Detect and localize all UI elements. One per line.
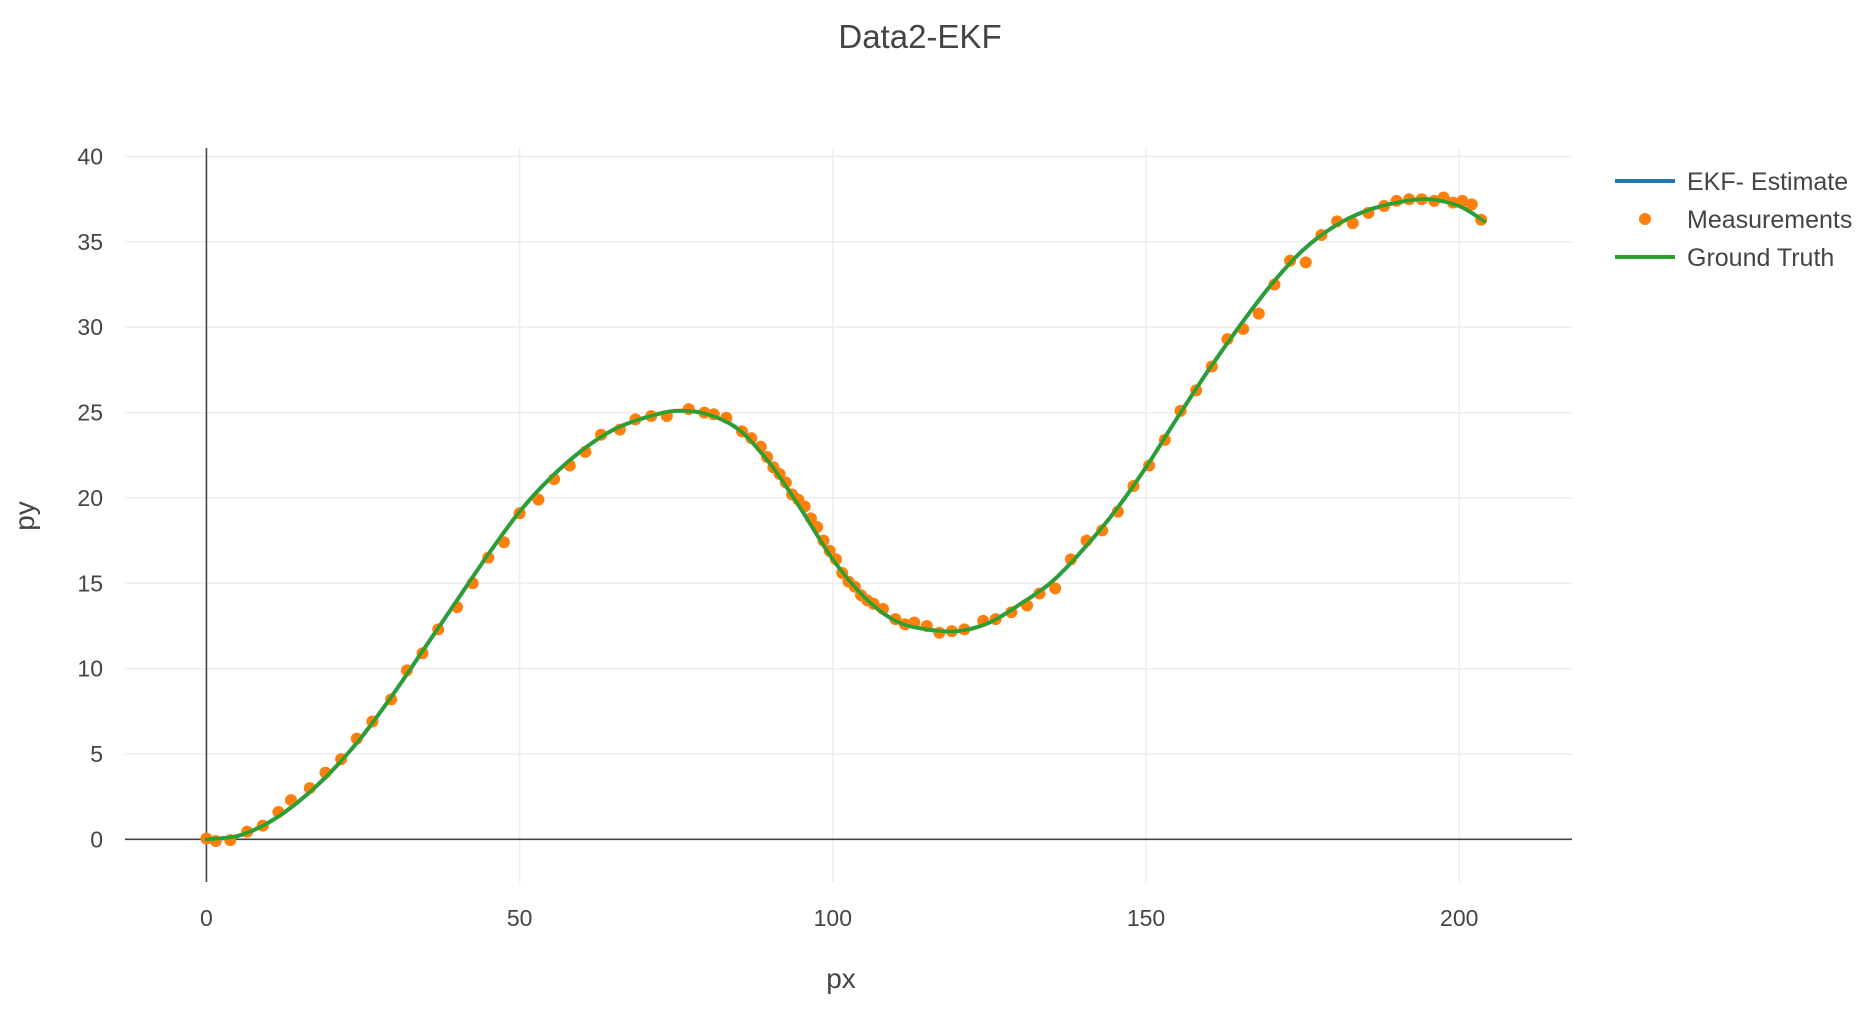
legend-item-measurements[interactable]: Measurements: [1639, 206, 1852, 234]
y-axis-ticks: 0 5 10 15 20 25 30 35 40: [77, 144, 103, 853]
legend: EKF- Estimate Measurements Ground Truth: [1615, 168, 1852, 272]
legend-label: Measurements: [1687, 206, 1852, 234]
measurement-point: [532, 493, 545, 506]
y-tick-label: 15: [77, 570, 103, 596]
legend-item-ekf-estimate[interactable]: EKF- Estimate: [1615, 168, 1848, 196]
measurement-point: [1456, 194, 1469, 207]
legend-label: EKF- Estimate: [1687, 168, 1848, 196]
y-tick-label: 20: [77, 485, 103, 511]
plot-area[interactable]: [200, 191, 1488, 848]
x-tick-label: 100: [814, 905, 852, 931]
legend-item-ground-truth[interactable]: Ground Truth: [1615, 244, 1834, 272]
x-axis-ticks: 0 50 100 150 200: [200, 905, 1478, 931]
x-tick-label: 200: [1440, 905, 1478, 931]
legend-marker-swatch: [1639, 213, 1651, 225]
measurement-point: [1346, 217, 1359, 230]
zero-lines: [125, 148, 1572, 882]
chart-title: Data2-EKF: [838, 18, 1001, 55]
measurement-point: [745, 432, 758, 445]
y-tick-label: 35: [77, 229, 103, 255]
series-line-ekf-estimate: [204, 197, 1487, 842]
measurement-point: [1252, 307, 1265, 320]
measurement-point: [1465, 198, 1478, 211]
x-tick-label: 150: [1127, 905, 1165, 931]
measurement-point: [1268, 278, 1281, 291]
y-tick-label: 5: [90, 741, 103, 767]
measurement-point: [1299, 256, 1312, 269]
measurement-point: [1049, 582, 1062, 595]
series-line-ground-truth: [204, 197, 1487, 842]
y-tick-label: 10: [77, 656, 103, 682]
y-tick-label: 40: [77, 144, 103, 170]
x-axis-title: px: [826, 963, 856, 994]
grid: [125, 148, 1572, 882]
measurement-point: [1064, 553, 1077, 566]
x-tick-label: 50: [507, 905, 533, 931]
x-tick-label: 0: [200, 905, 213, 931]
legend-label: Ground Truth: [1687, 244, 1834, 272]
y-axis-title: py: [9, 501, 40, 531]
y-tick-label: 25: [77, 400, 103, 426]
y-tick-label: 30: [77, 314, 103, 340]
y-tick-label: 0: [90, 826, 103, 852]
